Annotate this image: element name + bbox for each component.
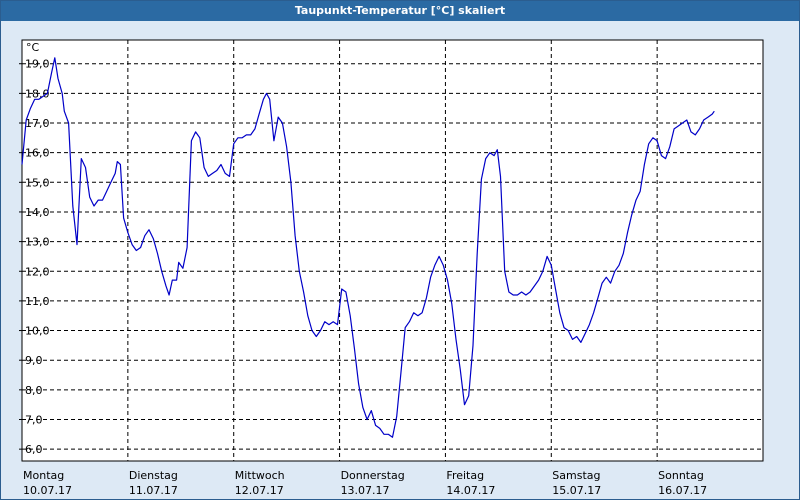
x-tick-day-label: Samstag [552, 469, 600, 482]
x-tick-day-label: Mittwoch [235, 469, 285, 482]
window-title: Taupunkt-Temperatur [°C] skaliert [1, 1, 799, 21]
y-tick-label: 15,0 [25, 176, 50, 189]
y-tick-label: 13,0 [25, 236, 50, 249]
y-tick-label: 8,0 [25, 384, 43, 397]
x-tick-date-label: 16.07.17 [658, 484, 707, 497]
y-tick-label: 11,0 [25, 295, 50, 308]
y-tick-label: 14,0 [25, 206, 50, 219]
y-axis-unit: °C [26, 41, 40, 54]
x-tick-date-label: 15.07.17 [552, 484, 601, 497]
x-tick-day-label: Freitag [446, 469, 484, 482]
series-group [21, 57, 715, 438]
y-tick-label: 10,0 [25, 325, 50, 338]
x-tick-date-label: 14.07.17 [446, 484, 495, 497]
x-tick-date-label: 13.07.17 [341, 484, 390, 497]
y-tick-label: 16,0 [25, 147, 50, 160]
y-tick-label: 9,0 [25, 354, 43, 367]
x-tick-day-label: Donnerstag [341, 469, 405, 482]
plot-area [21, 39, 764, 462]
grid-lines [22, 40, 763, 461]
x-tick-date-label: 11.07.17 [129, 484, 178, 497]
y-tick-label: 17,0 [25, 117, 50, 130]
x-tick-day-label: Dienstag [129, 469, 178, 482]
y-axis: 6,0 7,0 8,0 9,0 10,0 11,0 12,0 13,0 14,0 15,0 16,0… [19, 58, 50, 456]
y-tick-label: 12,0 [25, 265, 50, 278]
y-tick-label: 6,0 [25, 443, 43, 456]
x-tick-day-label: Montag [23, 469, 64, 482]
x-tick-day-label: Sonntag [658, 469, 704, 482]
x-tick-date-label: 10.07.17 [23, 484, 72, 497]
x-tick-date-label: 12.07.17 [235, 484, 284, 497]
series-line-0 [21, 57, 715, 438]
x-axis: Montag 10.07.17 Dienstag 11.07.17 Mittwoch 12… [23, 469, 707, 497]
y-tick-label: 18,0 [25, 87, 50, 100]
y-tick-label: 19,0 [25, 58, 50, 71]
y-tick-label: 7,0 [25, 413, 43, 426]
